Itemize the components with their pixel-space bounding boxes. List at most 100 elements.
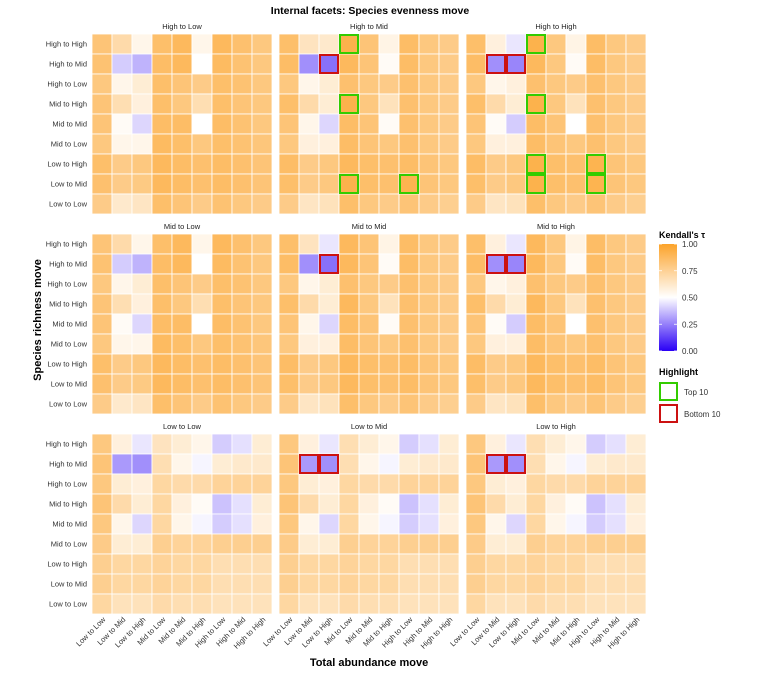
heatmap-cell xyxy=(131,393,153,415)
heatmap-cell xyxy=(278,433,300,455)
heatmap-cell xyxy=(298,33,320,55)
heatmap-cell xyxy=(378,93,400,115)
heatmap-cell xyxy=(438,73,460,95)
heatmap-cell xyxy=(625,553,647,575)
colorbar-tick-label: 0.00 xyxy=(682,347,698,356)
heatmap-cell xyxy=(278,73,300,95)
heatmap-cell xyxy=(171,473,193,495)
heatmap-cell xyxy=(171,93,193,115)
heatmap-cell xyxy=(111,113,133,135)
heatmap-cell xyxy=(151,353,173,375)
heatmap-cell xyxy=(91,533,113,555)
heatmap-cell xyxy=(278,333,300,355)
heatmap-cell xyxy=(485,313,507,335)
heatmap-cell xyxy=(525,593,547,615)
heatmap-cell xyxy=(298,133,320,155)
heatmap-cell xyxy=(465,293,487,315)
heatmap-cell xyxy=(505,113,527,135)
heatmap-cell xyxy=(485,433,507,455)
bottom10-highlight xyxy=(506,54,526,74)
heatmap-cell xyxy=(605,393,627,415)
heatmap-cell xyxy=(418,333,440,355)
heatmap-cell xyxy=(278,193,300,215)
heatmap-cell xyxy=(91,33,113,55)
heatmap-cell xyxy=(625,453,647,475)
y-tick-label: High to Low xyxy=(47,280,87,289)
panel-title: Mid to Mid xyxy=(352,222,387,231)
heatmap-cell xyxy=(338,553,360,575)
heatmap-cell xyxy=(298,573,320,595)
y-tick-label: Mid to Mid xyxy=(52,520,87,529)
panel-1: High to Low High to High High to Mid High t… xyxy=(46,22,273,215)
heatmap-cell xyxy=(131,593,153,615)
heatmap-cell xyxy=(465,373,487,395)
heatmap-cell xyxy=(565,313,587,335)
heatmap-cell xyxy=(545,153,567,175)
heatmap-cell xyxy=(278,293,300,315)
heatmap-cell xyxy=(318,473,340,495)
heatmap-cell xyxy=(565,373,587,395)
heatmap-cell xyxy=(625,393,647,415)
heatmap-cell xyxy=(505,553,527,575)
heatmap-cell xyxy=(111,433,133,455)
heatmap-cell xyxy=(151,453,173,475)
heatmap-cell xyxy=(585,433,607,455)
panel-7: Low to Low High to High High to Mid High to… xyxy=(46,422,273,651)
heatmap-cell xyxy=(505,253,527,275)
heatmap-cell xyxy=(398,473,420,495)
heatmap-cell xyxy=(525,453,547,475)
heatmap-cell xyxy=(485,153,507,175)
heatmap-cell xyxy=(505,393,527,415)
heatmap-cell xyxy=(585,473,607,495)
heatmap-cell xyxy=(605,493,627,515)
heatmap-cell xyxy=(465,593,487,615)
colorbar-tick-label: 0.25 xyxy=(682,320,698,329)
heatmap-cell xyxy=(505,73,527,95)
heatmap-cell xyxy=(378,373,400,395)
y-tick-label: Mid to Low xyxy=(51,140,88,149)
heatmap-cell xyxy=(625,273,647,295)
heatmap-cell xyxy=(111,293,133,315)
heatmap-cell xyxy=(565,593,587,615)
heatmap-cell xyxy=(111,393,133,415)
heatmap-cell xyxy=(278,133,300,155)
heatmap-cell xyxy=(378,253,400,275)
heatmap-cell xyxy=(211,293,233,315)
heatmap-cell xyxy=(378,293,400,315)
heatmap-cell xyxy=(565,233,587,255)
heatmap-cell xyxy=(318,493,340,515)
heatmap-cell xyxy=(358,373,380,395)
heatmap-cell xyxy=(338,53,360,75)
heatmap-cell xyxy=(318,173,340,195)
heatmap-cell xyxy=(418,493,440,515)
heatmap-cell xyxy=(91,113,113,135)
heatmap-cell xyxy=(525,353,547,375)
heatmap-cell xyxy=(338,533,360,555)
heatmap-cell xyxy=(565,53,587,75)
heatmap-cell xyxy=(191,553,213,575)
heatmap-cell xyxy=(438,153,460,175)
heatmap-cell xyxy=(91,293,113,315)
heatmap-cell xyxy=(231,593,253,615)
heatmap-cell xyxy=(605,173,627,195)
heatmap-cell xyxy=(211,373,233,395)
heatmap-cell xyxy=(278,173,300,195)
heatmap-cell xyxy=(625,333,647,355)
heatmap-cell xyxy=(545,353,567,375)
heatmap-cell xyxy=(398,393,420,415)
heatmap-cell xyxy=(151,433,173,455)
heatmap-cell xyxy=(231,373,253,395)
heatmap-cell xyxy=(418,453,440,475)
heatmap-cell xyxy=(191,313,213,335)
heatmap-cell xyxy=(418,93,440,115)
heatmap-cell xyxy=(251,293,273,315)
heatmap-cell xyxy=(418,513,440,535)
heatmap-cell xyxy=(625,473,647,495)
heatmap-cell xyxy=(605,293,627,315)
heatmap-cell xyxy=(378,573,400,595)
heatmap-cell xyxy=(418,113,440,135)
heatmap-cell xyxy=(605,273,627,295)
heatmap-cell xyxy=(298,393,320,415)
heatmap-cell xyxy=(191,33,213,55)
heatmap-cell xyxy=(465,93,487,115)
